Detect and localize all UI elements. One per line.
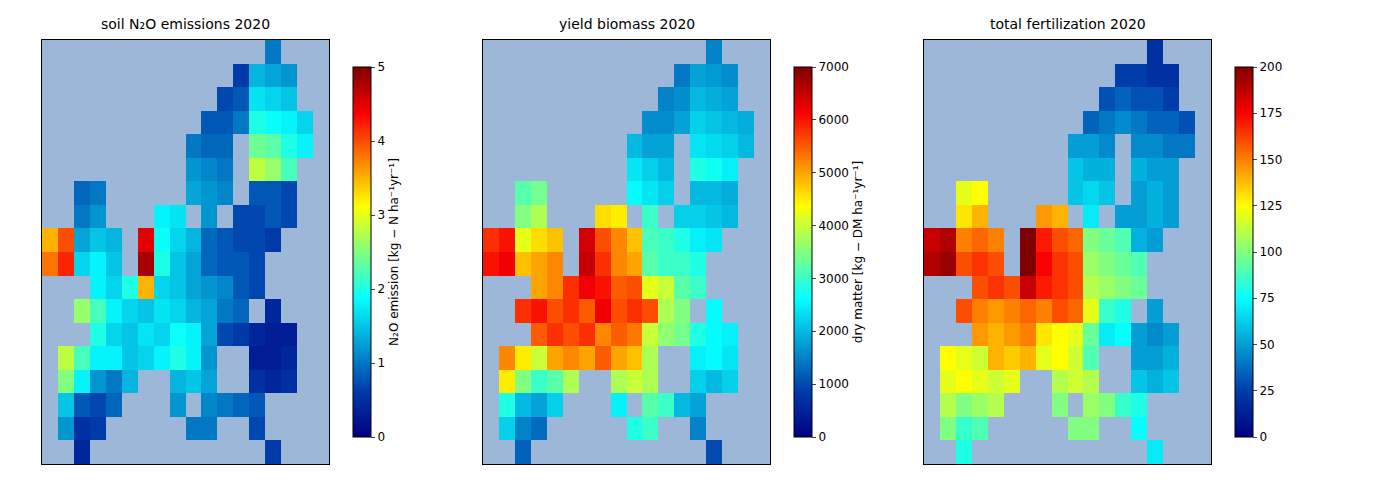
svg-text:0: 0 [377, 430, 385, 444]
svg-text:200: 200 [1259, 60, 1282, 74]
svg-text:1: 1 [377, 356, 385, 370]
svg-text:dry matter [kg − DM ha⁻¹yr⁻¹]: dry matter [kg − DM ha⁻¹yr⁻¹] [851, 161, 865, 343]
svg-text:2: 2 [377, 282, 385, 296]
svg-text:5000: 5000 [818, 166, 849, 180]
svg-text:N₂O emission [kg − N ha⁻¹yr⁻¹]: N₂O emission [kg − N ha⁻¹yr⁻¹] [387, 158, 401, 346]
svg-text:6000: 6000 [818, 113, 849, 127]
svg-text:175: 175 [1259, 106, 1282, 120]
svg-text:125: 125 [1259, 199, 1282, 213]
svg-text:4000: 4000 [818, 219, 849, 233]
svg-text:150: 150 [1259, 153, 1282, 167]
svg-text:7000: 7000 [818, 60, 849, 74]
svg-text:yield biomass 2020: yield biomass 2020 [559, 16, 695, 32]
svg-text:total fertilization 2020: total fertilization 2020 [990, 16, 1146, 32]
svg-text:100: 100 [1259, 245, 1282, 259]
svg-text:4: 4 [377, 134, 385, 148]
svg-text:5: 5 [377, 60, 385, 74]
svg-text:25: 25 [1259, 384, 1274, 398]
svg-text:1000: 1000 [818, 377, 849, 391]
svg-text:2000: 2000 [818, 324, 849, 338]
svg-text:0: 0 [1259, 430, 1267, 444]
svg-text:50: 50 [1259, 338, 1274, 352]
svg-text:75: 75 [1259, 291, 1274, 305]
svg-text:3: 3 [377, 208, 385, 222]
svg-text:0: 0 [818, 430, 826, 444]
svg-text:3000: 3000 [818, 272, 849, 286]
svg-text:soil N₂O emissions 2020: soil N₂O emissions 2020 [101, 16, 270, 32]
